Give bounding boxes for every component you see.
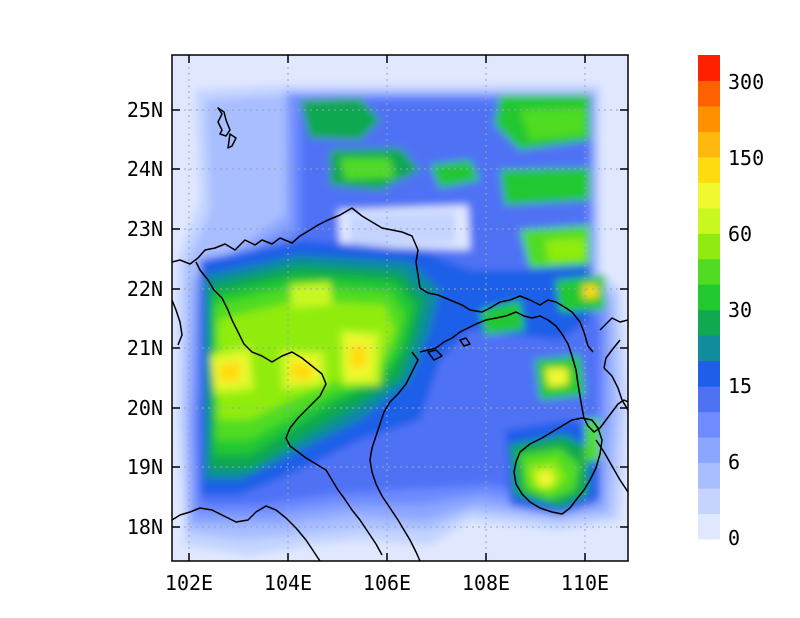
lat-label-21n: 21N	[127, 336, 163, 360]
lon-label-102e: 102E	[165, 571, 213, 595]
colorbar-swatch	[698, 55, 720, 81]
lon-label-106e: 106E	[363, 571, 411, 595]
colorbar-swatch	[698, 156, 720, 183]
lat-label-19n: 19N	[127, 455, 163, 479]
colorbar-swatch	[698, 80, 720, 107]
longitude-axis	[188, 55, 586, 561]
colorbar-labels: 300 150 60 30 15 6 0	[728, 70, 764, 550]
colorbar-swatch	[698, 233, 720, 260]
colorbar-label-30: 30	[728, 298, 752, 322]
colorbar-swatch	[698, 411, 720, 438]
islands-1	[427, 349, 443, 361]
colorbar-swatch	[698, 309, 720, 336]
colorbar-swatch	[698, 437, 720, 464]
colorbar-swatch	[698, 105, 720, 132]
gulf-coast	[419, 311, 585, 419]
colorbar-label-300: 300	[728, 70, 764, 94]
latitude-axis	[172, 109, 628, 528]
colorbar-swatch	[698, 462, 720, 489]
peninsula-coast	[603, 367, 628, 411]
colorbar-swatch	[698, 386, 720, 413]
myanmar-laos-border	[172, 299, 183, 346]
colorbar-swatch	[698, 258, 720, 285]
lat-label-20n: 20N	[127, 396, 163, 420]
colorbar-label-15: 15	[728, 374, 752, 398]
thailand-laos-border	[172, 505, 321, 561]
lon-label-104e: 104E	[264, 571, 312, 595]
islands-2	[459, 337, 471, 347]
latitude-labels: 25N 24N 23N 22N 21N 20N 19N 18N	[127, 98, 163, 539]
lat-label-23n: 23N	[127, 217, 163, 241]
colorbar-swatch	[698, 488, 720, 515]
hainan-island	[513, 417, 603, 515]
vietnam-coast	[369, 351, 421, 561]
lake-1	[217, 107, 231, 137]
lat-label-24n: 24N	[127, 157, 163, 181]
sea-coast-ext	[595, 439, 628, 493]
lon-label-108e: 108E	[462, 571, 510, 595]
coastlines-and-borders	[172, 107, 628, 561]
china-border	[172, 207, 594, 353]
guangdong-coast	[599, 317, 628, 331]
colorbar-label-6: 6	[728, 450, 740, 474]
plot-frame	[171, 54, 629, 562]
longitude-labels: 102E 104E 106E 108E 110E	[165, 571, 609, 595]
colorbar-label-0: 0	[728, 526, 740, 550]
laos-china-border	[195, 261, 223, 299]
colorbar-label-60: 60	[728, 222, 752, 246]
colorbar-swatch	[698, 131, 720, 158]
precipitation-field	[178, 85, 628, 555]
colorbar-swatch	[698, 360, 720, 387]
east-coast	[603, 339, 621, 369]
lon-label-110e: 110E	[561, 571, 609, 595]
colorbar-swatch	[698, 335, 720, 362]
colorbar-label-150: 150	[728, 146, 764, 170]
colorbar-swatch	[698, 513, 720, 540]
grid-lines	[172, 55, 628, 561]
colorbar	[698, 55, 720, 540]
laos-vietnam-border	[221, 297, 383, 556]
colorbar-swatch	[698, 284, 720, 311]
colorbar-swatch	[698, 182, 720, 209]
lat-label-22n: 22N	[127, 277, 163, 301]
lake-2	[227, 133, 237, 149]
colorbar-swatch	[698, 207, 720, 234]
lat-label-18n: 18N	[127, 515, 163, 539]
lat-label-25n: 25N	[127, 98, 163, 122]
map-plot-area	[172, 55, 628, 561]
